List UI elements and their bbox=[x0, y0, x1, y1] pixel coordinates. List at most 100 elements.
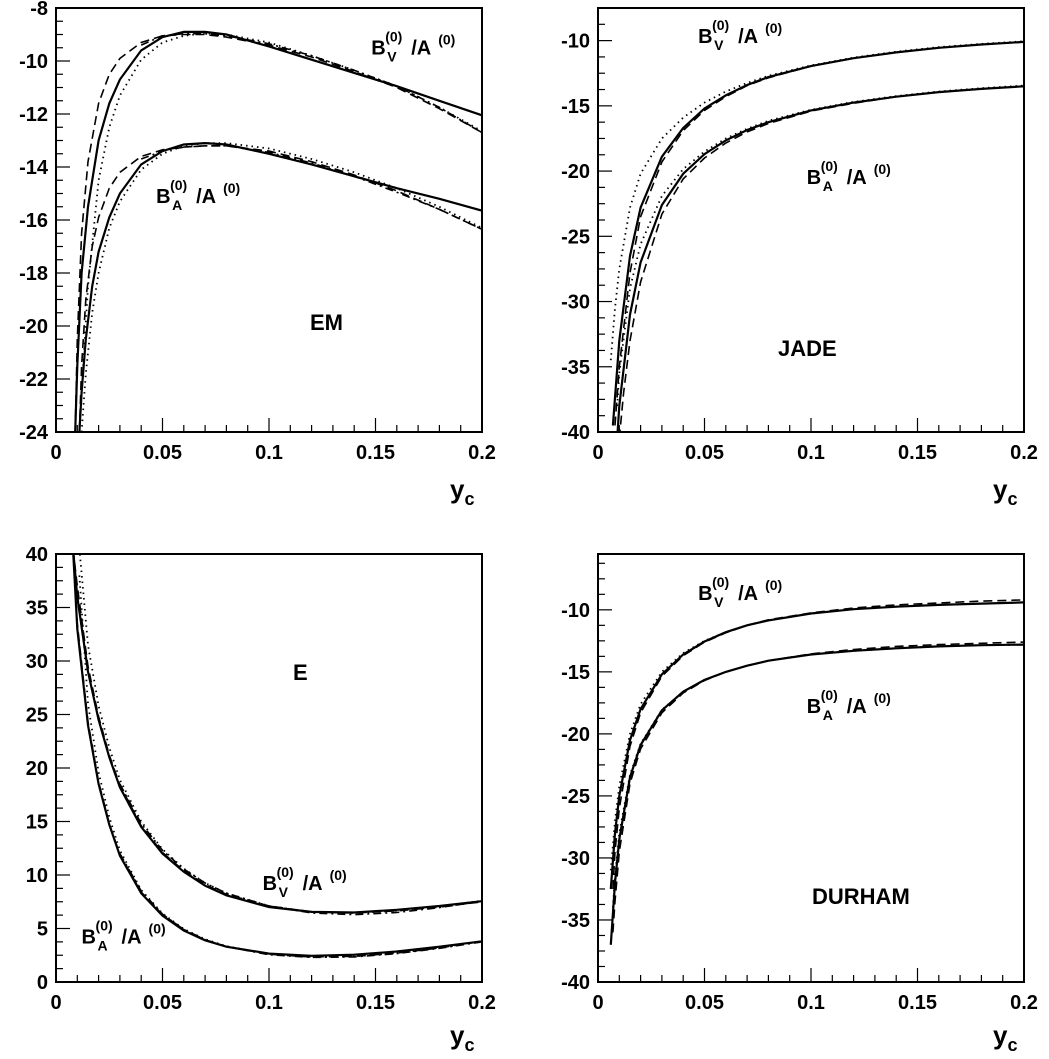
panel-e-tick-labels: 0 0.05 0.1 0.15 0.2 0 5 10 15 20 25 30 35 40 bbox=[26, 544, 496, 1014]
panel-durham-ytick-label: -20 bbox=[561, 724, 590, 746]
panel-e-ytick-label: 25 bbox=[26, 705, 48, 727]
panel-jade-curves bbox=[609, 40, 1024, 432]
panel-jade-xlabel: yc bbox=[993, 474, 1017, 509]
panel-e-annotations: B(0)V/A (0)B(0)A/A (0) bbox=[82, 864, 347, 954]
svg-text:(0): (0) bbox=[821, 687, 838, 703]
svg-text:A: A bbox=[823, 707, 833, 723]
svg-text:B: B bbox=[807, 696, 821, 718]
panel-e-series-a-dashed bbox=[72, 554, 482, 958]
panel-durham-ytick-label: -40 bbox=[561, 972, 590, 994]
svg-text:/A: /A bbox=[738, 26, 758, 48]
panel-e-annotation-v: B(0)V/A (0) bbox=[263, 864, 347, 900]
svg-text:V: V bbox=[714, 37, 724, 53]
panel-e-xtick-label: 0.1 bbox=[255, 992, 283, 1014]
svg-text:(0): (0) bbox=[96, 917, 113, 933]
panel-durham-ytick-label: -25 bbox=[561, 786, 590, 808]
panel-e-xtick-label: 0.2 bbox=[468, 992, 496, 1014]
panel-em-ytick-label: -18 bbox=[19, 263, 48, 285]
panel-em-ytick-label: -20 bbox=[19, 316, 48, 338]
panel-em-series-v-solid bbox=[74, 30, 482, 432]
panel-jade: 0 0.05 0.1 0.15 0.2-40-35-30-25-20-15-10 B(0… bbox=[561, 7, 1038, 509]
panel-em-ytick-label: -8 bbox=[30, 0, 48, 20]
panel-e-frame bbox=[55, 553, 483, 983]
svg-text:A: A bbox=[823, 178, 833, 194]
svg-text:/A: /A bbox=[847, 167, 867, 189]
panel-durham-series-v-dotted bbox=[609, 601, 1024, 871]
panel-em-xtick-label: 0.1 bbox=[255, 442, 283, 464]
panel-em-annotations: B(0)V/A (0)B(0)A/A (0) bbox=[156, 28, 455, 212]
panel-jade-xtick-label: 0.15 bbox=[898, 442, 937, 464]
panel-em-ytick-label: -24 bbox=[19, 422, 49, 444]
panel-durham-xtick-label: 0.2 bbox=[1010, 992, 1038, 1014]
panel-durham-series-a-dashed bbox=[612, 641, 1024, 933]
panel-jade-ticks bbox=[597, 7, 1025, 433]
panel-jade-annotation-v: B(0)V/A (0) bbox=[698, 17, 782, 53]
panel-e-series-v-dashed bbox=[72, 554, 482, 914]
panel-jade-xtick-label: 0.1 bbox=[797, 442, 825, 464]
panel-e-label: E bbox=[293, 660, 308, 685]
panel-em-ytick-label: -22 bbox=[19, 369, 48, 391]
panel-em-series-v-dashdot bbox=[140, 32, 482, 134]
panel-durham-series-v-dashed bbox=[612, 599, 1024, 890]
panel-em-ytick-label: -10 bbox=[19, 51, 48, 73]
panel-em-ytick-label: -16 bbox=[19, 210, 48, 232]
panel-jade-ytick-label: -15 bbox=[561, 96, 590, 118]
svg-text:/A: /A bbox=[303, 873, 323, 895]
svg-text:(0): (0) bbox=[385, 28, 402, 44]
panel-jade-ytick-label: -10 bbox=[561, 31, 590, 53]
panel-jade-annotation-a: B(0)A/A (0) bbox=[807, 158, 891, 194]
panel-jade-xtick-label: 0.2 bbox=[1010, 442, 1038, 464]
svg-text:/A: /A bbox=[122, 926, 142, 948]
panel-e-annotation-a: B(0)A/A (0) bbox=[82, 917, 166, 953]
panel-jade-label: JADE bbox=[778, 336, 837, 361]
panel-em-ytick-label: -12 bbox=[19, 104, 48, 126]
panel-e-series-v-dashdot bbox=[119, 783, 482, 916]
panel-e-xtick-label: 0 bbox=[50, 992, 61, 1014]
panel-em-xtick-label: 0.2 bbox=[468, 442, 496, 464]
panel-em-series-v-dotted bbox=[78, 32, 482, 432]
panel-jade-series-a-dotted bbox=[616, 84, 1024, 406]
svg-text:(0): (0) bbox=[765, 577, 782, 593]
panel-durham-frame bbox=[597, 553, 1025, 983]
svg-text:B: B bbox=[698, 26, 712, 48]
panel-durham-ytick-label: -30 bbox=[561, 848, 590, 870]
panel-em-xlabel: yc bbox=[450, 474, 474, 509]
panel-durham-ytick-label: -35 bbox=[561, 910, 590, 932]
panel-em-xtick-label: 0 bbox=[50, 442, 61, 464]
panel-e-ytick-label: 0 bbox=[37, 972, 48, 994]
panel-durham-xtick-label: 0.05 bbox=[685, 992, 724, 1014]
panel-jade-frame bbox=[597, 7, 1025, 433]
panel-durham-curves bbox=[609, 599, 1024, 945]
panel-jade-ytick-label: -40 bbox=[561, 422, 590, 444]
svg-text:(0): (0) bbox=[765, 20, 782, 36]
panel-durham-xtick-label: 0 bbox=[592, 992, 603, 1014]
svg-text:(0): (0) bbox=[712, 17, 729, 33]
panel-em: 0 0.05 0.1 0.15 0.2 -24 -22 -20 -18 -16 -14 -12 -10 -… bbox=[19, 0, 496, 509]
panel-jade-ytick-label: -25 bbox=[561, 226, 590, 248]
panel-jade-ytick-label: -20 bbox=[561, 161, 590, 183]
panel-e-xlabel: yc bbox=[450, 1020, 474, 1055]
panel-e-xtick-label: 0.15 bbox=[356, 992, 395, 1014]
panel-em-xtick-label: 0.05 bbox=[143, 442, 182, 464]
panel-e-ytick-label: 40 bbox=[26, 544, 48, 566]
svg-text:/A: /A bbox=[411, 37, 431, 59]
svg-text:B: B bbox=[82, 926, 96, 948]
panel-em-annotation-a: B(0)A/A (0) bbox=[156, 177, 240, 213]
panel-e-ytick-label: 5 bbox=[37, 919, 48, 941]
svg-text:V: V bbox=[714, 594, 724, 610]
panel-durham-annotations: B(0)V/A (0)B(0)A/A (0) bbox=[698, 574, 891, 723]
svg-text:(0): (0) bbox=[438, 31, 455, 47]
panel-durham-annotation-v: B(0)V/A (0) bbox=[698, 574, 782, 610]
panel-em-tick-labels: 0 0.05 0.1 0.15 0.2 -24 -22 -20 -18 -16 -14 -12 -10 -… bbox=[19, 0, 496, 464]
panel-em-curves bbox=[74, 30, 482, 432]
panel-jade-xtick-label: 0.05 bbox=[685, 442, 724, 464]
panel-e-ytick-label: 10 bbox=[26, 865, 48, 887]
panel-e-series-v-dotted bbox=[78, 554, 482, 914]
panel-durham-xtick-label: 0.1 bbox=[797, 992, 825, 1014]
svg-text:B: B bbox=[698, 583, 712, 605]
panel-e-curves bbox=[72, 554, 482, 959]
svg-text:B: B bbox=[156, 186, 170, 208]
panel-em-frame bbox=[55, 7, 483, 433]
svg-text:B: B bbox=[263, 873, 277, 895]
panel-jade-annotations: B(0)V/A (0)B(0)A/A (0) bbox=[698, 17, 891, 194]
